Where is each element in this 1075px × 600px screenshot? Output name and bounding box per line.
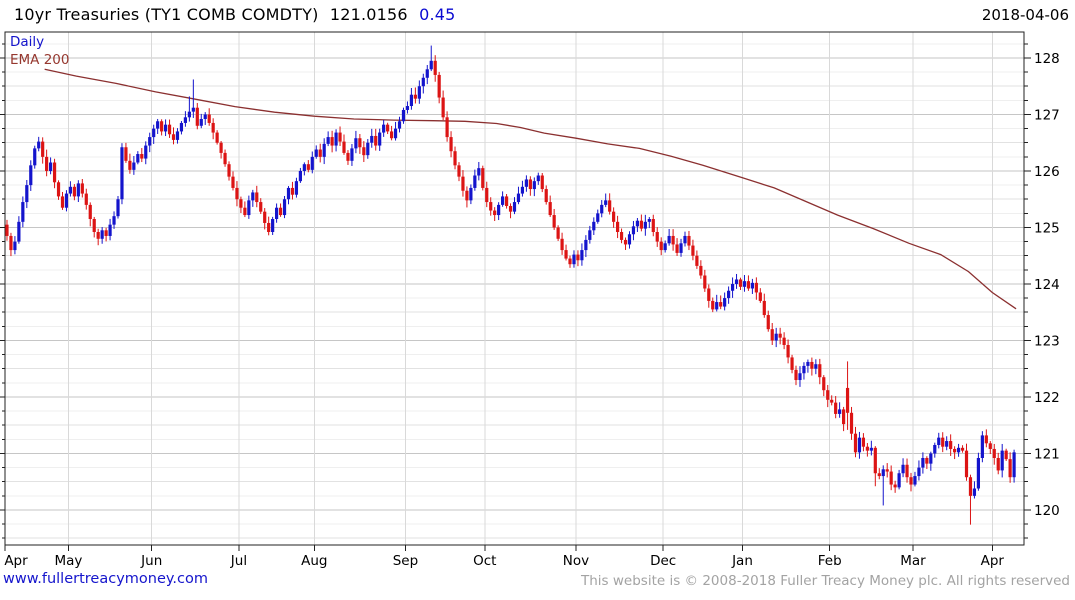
svg-text:Jul: Jul [230, 553, 247, 569]
candlesticks [5, 45, 1016, 525]
svg-text:128: 128 [1034, 51, 1060, 67]
website-link[interactable]: www.fullertreacymoney.com [3, 571, 208, 587]
y-axis-labels: 120 121 122 123 124 125 126 127 128 [1034, 51, 1060, 519]
svg-text:Apr: Apr [981, 553, 1005, 569]
svg-text:Apr: Apr [4, 553, 28, 569]
last-price: 121.0156 [329, 5, 408, 24]
svg-text:126: 126 [1034, 164, 1060, 180]
svg-text:120: 120 [1034, 503, 1060, 519]
plot-border [4, 31, 1025, 546]
svg-text:121: 121 [1034, 446, 1060, 462]
svg-text:Dec: Dec [650, 553, 676, 569]
svg-text:Oct: Oct [473, 553, 496, 569]
grid-lines [4, 32, 1024, 545]
price-change: 0.45 [419, 5, 456, 24]
instrument-title: 10yr Treasuries (TY1 COMB COMDTY) [14, 5, 319, 24]
chart-title-bar: 10yr Treasuries (TY1 COMB COMDTY) 121.01… [14, 5, 456, 24]
svg-text:Sep: Sep [393, 553, 418, 569]
svg-text:122: 122 [1034, 390, 1060, 406]
svg-text:Jun: Jun [140, 553, 162, 569]
ema-200-label: EMA 200 [10, 52, 70, 68]
svg-text:Mar: Mar [900, 553, 926, 569]
svg-text:Aug: Aug [301, 553, 327, 569]
chart-date: 2018-04-06 [981, 6, 1069, 24]
ema-200-line [44, 68, 1017, 310]
svg-text:123: 123 [1034, 333, 1060, 349]
svg-text:Feb: Feb [818, 553, 842, 569]
svg-text:125: 125 [1034, 220, 1060, 236]
svg-text:127: 127 [1034, 107, 1060, 123]
x-axis-labels: Apr May Jun Jul Aug Sep Oct Nov Dec Jan Feb Mar Apr [4, 553, 1004, 569]
copyright-text: This website is © 2008-2018 Fuller Treac… [581, 573, 1070, 589]
interval-label: Daily [10, 34, 45, 50]
svg-text:Nov: Nov [563, 553, 589, 569]
axis-ticks [0, 43, 1031, 551]
svg-text:May: May [54, 553, 82, 569]
svg-text:Jan: Jan [731, 553, 753, 569]
svg-text:124: 124 [1034, 277, 1060, 293]
